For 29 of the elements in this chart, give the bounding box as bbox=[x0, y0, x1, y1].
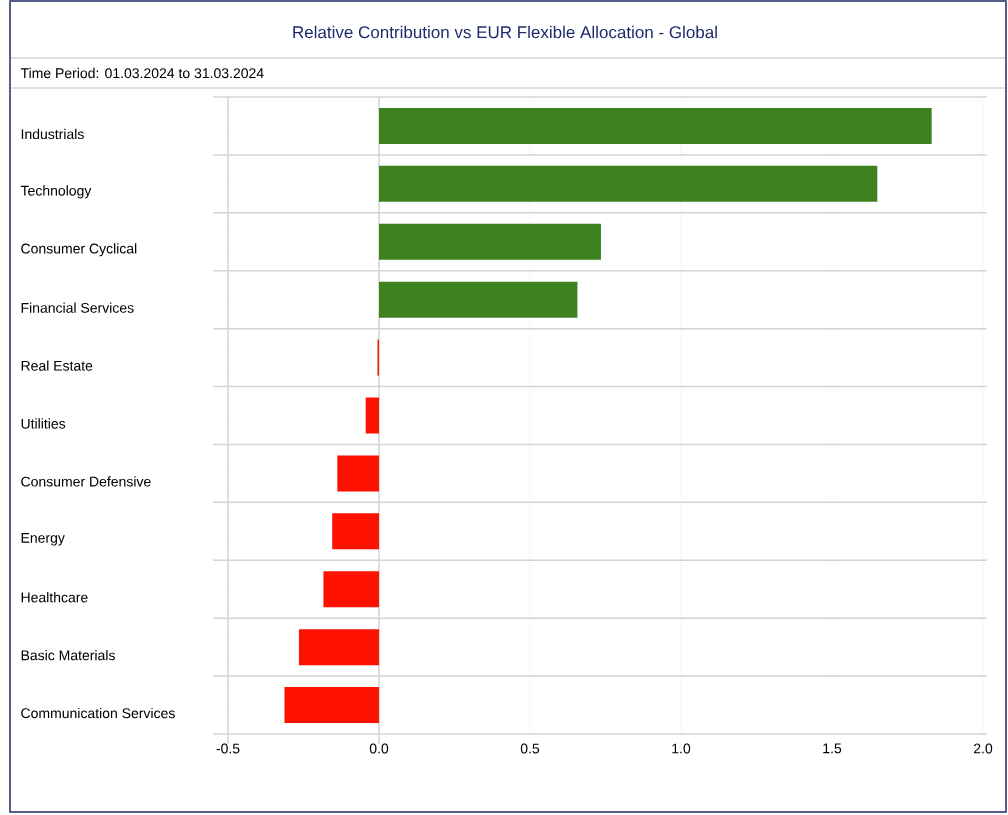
x-tick-label: -0.5 bbox=[216, 743, 240, 754]
y-tick-label: Industrials bbox=[21, 128, 84, 140]
bar bbox=[379, 165, 878, 202]
chart-title: Relative Contribution vs EUR Flexible Allocation - Global bbox=[293, 25, 717, 39]
bar bbox=[337, 455, 379, 492]
bar bbox=[284, 687, 379, 724]
chart-subtitle: Time Period: 01.03.2024 to 31.03.2024 bbox=[20, 67, 264, 79]
y-tick-label: Consumer Cyclical bbox=[21, 243, 137, 257]
bar bbox=[323, 571, 379, 608]
bar bbox=[379, 281, 578, 318]
x-tick-label: 2.0 bbox=[973, 743, 993, 754]
bar bbox=[298, 629, 379, 666]
y-tick-label: Healthcare bbox=[21, 592, 88, 603]
bar bbox=[379, 107, 932, 144]
x-tick-label: 1.5 bbox=[823, 743, 842, 754]
x-tick-label: 1.0 bbox=[672, 743, 691, 754]
y-tick-label: Consumer Defensive bbox=[21, 476, 151, 487]
bar bbox=[365, 397, 379, 434]
y-tick-label: Technology bbox=[20, 185, 92, 199]
bar bbox=[379, 223, 601, 260]
y-tick-label: Financial Services bbox=[21, 302, 134, 313]
x-tick-label: 0.5 bbox=[520, 743, 540, 754]
x-tick-label: 0.0 bbox=[369, 743, 389, 754]
y-tick-label: Real Estate bbox=[21, 360, 93, 371]
bar bbox=[332, 513, 379, 550]
y-tick-label: Communication Services bbox=[21, 707, 175, 719]
y-tick-label: Energy bbox=[21, 533, 65, 546]
y-tick-label: Utilities bbox=[21, 418, 66, 429]
y-tick-label: Basic Materials bbox=[21, 650, 115, 661]
